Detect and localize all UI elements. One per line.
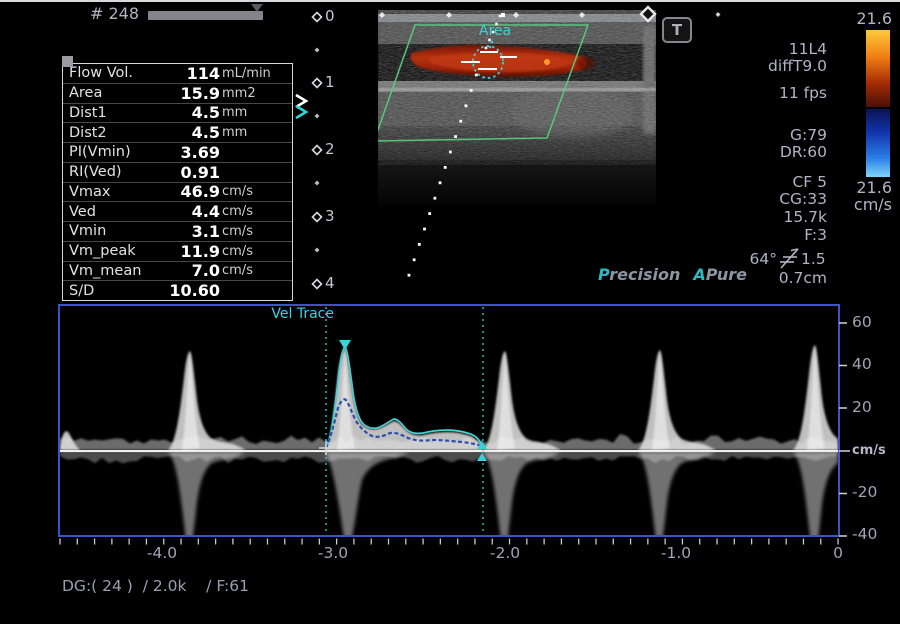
apure-rest: Pure (705, 265, 748, 284)
orientation-markers (379, 5, 721, 23)
color-doppler-scale-bar (866, 30, 890, 177)
table-row: RI(Ved) 0.91 (63, 161, 292, 182)
table-row: PI(Vmin) 3.69 (63, 142, 292, 162)
bmode-image (374, 10, 656, 290)
gain-value: G:79 (790, 126, 827, 144)
branding: Precision APure (598, 267, 747, 283)
velocity-trace-envelope (325, 345, 483, 449)
gate-size: 0.7cm (778, 269, 827, 287)
frame-rate: 11 fps (778, 84, 827, 102)
trace-end-marker2-icon[interactable] (477, 453, 487, 461)
x-label-0: 0 (833, 544, 843, 562)
x-label-m2: -2.0 (489, 544, 521, 562)
y-label-neg20: -20 (852, 483, 878, 501)
cine-position-marker[interactable] (251, 4, 263, 12)
thermal-index: diffT9.0 (768, 57, 827, 75)
vel-trace-label: Vel Trace (271, 306, 334, 322)
baseline[interactable] (60, 450, 838, 453)
aliasing-spot (544, 59, 550, 65)
t-orientation-button[interactable]: T (662, 17, 692, 43)
table-corner-handle[interactable] (62, 56, 73, 67)
measurement-table: Flow Vol. 114 mL/min Area 15.9 mm2 Dist1 4.5 m… (62, 63, 293, 301)
table-row: Dist1 4.5 mm (63, 102, 292, 122)
focus-marker-active-icon[interactable] (295, 104, 309, 120)
table-row: Vmin 3.1 cm/s (63, 221, 292, 241)
table-row: S/D 10.60 (63, 280, 292, 300)
cine-progress-bar[interactable] (148, 4, 263, 20)
table-row: Dist2 4.5 mm (63, 122, 292, 142)
table-row: Vmax 46.9 cm/s (63, 181, 292, 201)
color-doppler-flow (410, 45, 595, 77)
top-border-line (0, 0, 900, 2)
x-label-m1: -1.0 (660, 544, 692, 562)
table-row: Vm_mean 7.0 cm/s (63, 260, 292, 280)
trace-end-marker-icon[interactable] (477, 441, 487, 449)
precision-rest: recision (609, 265, 681, 284)
y-label-neg40: -40 (852, 525, 878, 543)
prf-value: 15.7k (783, 208, 828, 226)
colorbar-max-label: 21.6 (856, 9, 892, 28)
depth-mark-1: 1 (325, 73, 335, 91)
area-tool-label: Area (478, 23, 512, 39)
doppler-angle: 64° (749, 250, 777, 268)
colorbar-min-label: 21.6 (856, 178, 892, 197)
apure-a: A (693, 265, 706, 284)
table-row: Vm_peak 11.9 cm/s (63, 240, 292, 261)
probe-mark-icon (639, 5, 657, 23)
precision-p: P (598, 265, 610, 284)
area-measurement-ellipse[interactable] (472, 40, 504, 79)
trace-start-cross-icon[interactable] (319, 441, 333, 455)
wall-filter: F:3 (804, 226, 827, 244)
y-label-20: 20 (852, 398, 872, 416)
focus-marker-icon[interactable] (295, 93, 309, 109)
depth-scale (295, 11, 323, 290)
depth-mark-2: 2 (325, 140, 335, 158)
color-roi-box[interactable] (374, 24, 590, 142)
table-row: Flow Vol. 114 mL/min (69, 63, 271, 83)
x-label-m3: -3.0 (317, 544, 349, 562)
y-label-60: 60 (852, 313, 872, 331)
time-axis-ticks (59, 538, 839, 545)
probe-label: 11L4 (788, 40, 827, 58)
steer-angle-icon (780, 248, 799, 269)
peak-marker-icon[interactable] (339, 340, 351, 350)
color-gain: CG:33 (779, 190, 827, 208)
colorbar-unit-label: cm/s (853, 195, 892, 214)
table-row: Ved 4.4 cm/s (63, 201, 292, 221)
depth-mark-0: 0 (325, 7, 335, 25)
dynamic-range: DR:60 (779, 143, 827, 161)
depth-mark-3: 3 (325, 207, 335, 225)
depth-mark-4: 4 (325, 274, 335, 292)
velocity-axis-ticks (839, 322, 850, 537)
mean-velocity-trace (325, 398, 482, 449)
frame-counter: # 248 (90, 4, 140, 23)
y-unit-label: cm/s (852, 443, 886, 458)
spectral-waveform (60, 307, 838, 535)
spectral-mirror (168, 452, 838, 535)
table-row: Area 15.9 mm2 (63, 82, 292, 103)
doppler-settings-footer: DG:( 24 ) / 2.0k / F:61 (62, 577, 249, 595)
color-freq: CF 5 (792, 173, 827, 191)
distance-calipers[interactable] (461, 51, 517, 70)
y-label-40: 40 (852, 355, 872, 373)
steer-value: 1.5 (801, 250, 826, 268)
doppler-cursor-line[interactable] (407, 14, 502, 277)
x-label-m4: -4.0 (146, 544, 178, 562)
spectral-box-border (58, 304, 840, 537)
